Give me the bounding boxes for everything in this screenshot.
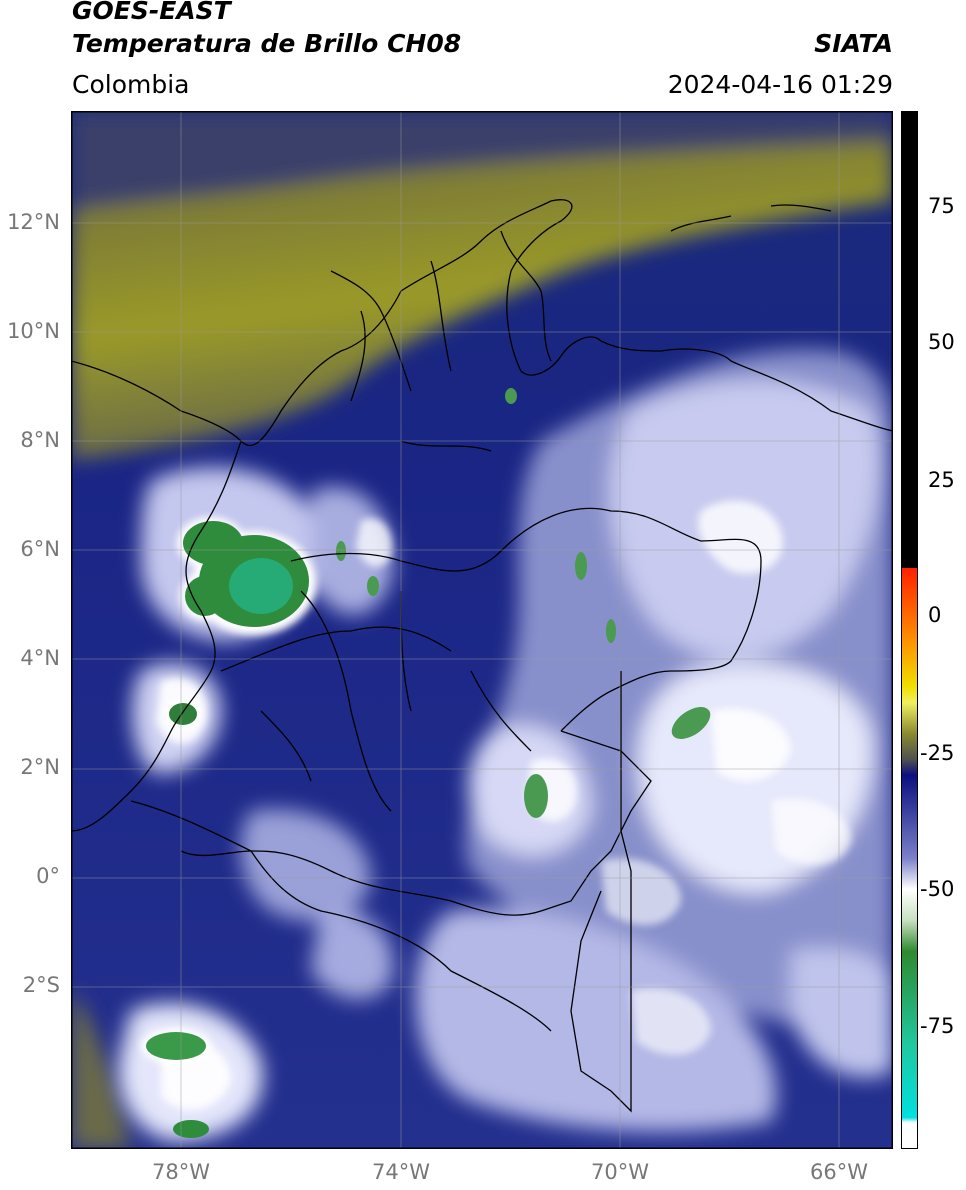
deep-convection-cells [141, 388, 711, 1138]
lon-label-74w: 74°W [372, 1160, 430, 1184]
lon-label-70w: 70°W [591, 1160, 649, 1184]
amazonas-border [570, 671, 632, 1113]
lat-label-10n: 10°N [7, 319, 60, 343]
colorbar-tick-neg50: -50 [920, 877, 955, 901]
lat-label-6n: 6°N [20, 537, 60, 561]
colorbar-tick-25: 25 [928, 468, 955, 492]
islands-and-coast [500, 204, 832, 362]
satellite-map [71, 111, 893, 1149]
caribbean-coastline [71, 199, 893, 447]
temperature-colorbar [901, 111, 918, 1149]
pacific-coastline [71, 440, 242, 832]
cloud-highlights [156, 500, 851, 1111]
northern-department-borders [330, 260, 492, 452]
lat-label-2n: 2°N [20, 755, 60, 779]
organization-label: SIATA [814, 29, 893, 58]
colorbar-tick-neg25: -25 [920, 741, 955, 765]
region-label: Colombia [72, 70, 190, 99]
colombia-venezuela-border [290, 507, 762, 732]
satellite-title: GOES-EAST [72, 0, 231, 25]
colorbar-tick-75: 75 [928, 194, 955, 218]
lon-label-78w: 78°W [152, 1160, 210, 1184]
lat-label-0: 0° [36, 864, 60, 888]
lat-label-12n: 12°N [7, 210, 60, 234]
colombia-southern-border [180, 730, 652, 916]
dry-air-band [71, 111, 893, 1149]
lat-label-2s: 2°S [22, 973, 60, 997]
colorbar-gradient [901, 111, 918, 1149]
colorbar-tick-neg75: -75 [920, 1014, 955, 1038]
lon-label-66w: 66°W [810, 1160, 868, 1184]
timestamp-label: 2024-04-16 01:29 [667, 70, 893, 99]
lat-label-8n: 8°N [20, 428, 60, 452]
political-boundaries [71, 199, 893, 1113]
lat-label-4n: 4°N [20, 646, 60, 670]
product-title: Temperatura de Brillo CH08 [72, 29, 462, 58]
colorbar-tick-50: 50 [928, 330, 955, 354]
graticule [71, 111, 893, 1149]
colorbar-tick-0: 0 [928, 603, 942, 627]
department-borders [220, 590, 532, 812]
map-frame [71, 111, 893, 1149]
